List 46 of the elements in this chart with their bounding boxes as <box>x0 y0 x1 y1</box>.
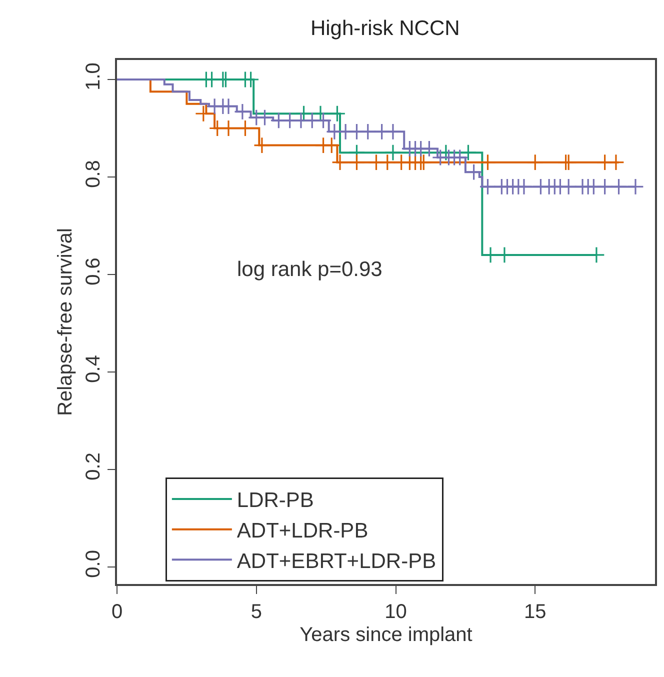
point <box>526 154 544 171</box>
point <box>348 154 366 171</box>
point <box>295 105 312 122</box>
point <box>312 105 329 122</box>
point <box>607 154 624 171</box>
x-tick-label: 10 <box>384 600 407 623</box>
point <box>437 144 454 162</box>
point <box>328 105 346 122</box>
point <box>384 144 402 162</box>
point <box>323 136 340 154</box>
point <box>610 178 628 196</box>
point <box>460 144 477 162</box>
chart-title: High-risk NCCN <box>310 17 460 40</box>
point <box>415 154 432 171</box>
legend-label: ADT+EBRT+LDR-PB <box>236 550 436 573</box>
point <box>515 178 532 196</box>
point <box>465 164 482 181</box>
y-tick-label: 0.8 <box>82 160 104 188</box>
point <box>194 105 212 122</box>
point <box>479 178 496 196</box>
y-tick-label: 0.6 <box>82 258 104 286</box>
y-tick-label: 1.0 <box>82 62 104 90</box>
x-tick-label: 15 <box>524 600 546 623</box>
point <box>234 103 251 120</box>
y-tick-label: 0.4 <box>82 355 104 383</box>
point <box>560 178 578 196</box>
x-axis-title: Years since implant <box>300 624 473 646</box>
point <box>332 154 349 171</box>
point <box>560 154 578 171</box>
legend-label: LDR-PB <box>236 489 314 512</box>
y-tick-label: 0.2 <box>82 452 104 480</box>
y-tick-label: 0.0 <box>82 550 104 578</box>
y-axis-title: Relapse-free survival <box>54 228 76 416</box>
point <box>359 123 376 140</box>
point <box>378 154 396 171</box>
point <box>596 178 614 196</box>
point <box>420 140 438 158</box>
point <box>220 98 237 115</box>
point <box>626 178 644 196</box>
point <box>253 136 270 154</box>
x-tick-label: 5 <box>250 600 262 623</box>
point <box>384 123 402 140</box>
annotation: log rank p=0.93 <box>237 258 382 281</box>
legend-label: ADT+LDR-PB <box>236 520 368 543</box>
point <box>479 154 496 171</box>
x-tick-label: 0 <box>111 600 123 623</box>
